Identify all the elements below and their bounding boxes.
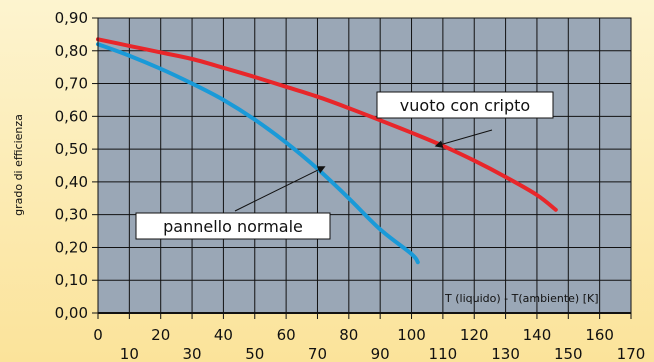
x-tick-label-lower: 10 xyxy=(120,345,139,362)
grid xyxy=(97,17,632,314)
annotation-box xyxy=(135,212,331,240)
y-tick-label: 0,40 xyxy=(55,173,88,191)
annotation-vuoto-con-cripto: vuoto con cripto xyxy=(376,91,554,149)
x-tick-label-upper: 160 xyxy=(585,326,614,344)
series-line-pannello-normale xyxy=(96,42,420,265)
annotation-box xyxy=(376,91,554,119)
y-tick-label: 0,20 xyxy=(55,238,88,256)
x-tick-label-upper: 40 xyxy=(214,326,233,344)
x-tick-label-lower: 90 xyxy=(371,345,390,362)
x-tick-label-upper: 140 xyxy=(523,326,552,344)
axes xyxy=(92,17,632,319)
annotation-arrow xyxy=(234,166,326,212)
plot-area xyxy=(98,18,631,313)
x-tick-label-lower: 70 xyxy=(308,345,327,362)
y-tick-label: 0,90 xyxy=(55,9,88,27)
y-tick-label: 0,70 xyxy=(55,75,88,93)
x-tick-label-upper: 20 xyxy=(151,326,170,344)
x-tick-label-lower: 130 xyxy=(491,345,520,362)
x-tick-label-lower: 30 xyxy=(183,345,202,362)
x-tick-label-upper: 60 xyxy=(277,326,296,344)
x-tick-label-upper: 100 xyxy=(397,326,426,344)
annotation-pannello-normale: pannello normale xyxy=(135,166,331,240)
x-tick-label-lower: 170 xyxy=(617,345,646,362)
y-tick-label: 0,50 xyxy=(55,140,88,158)
y-tick-label: 0,30 xyxy=(55,206,88,224)
series-group xyxy=(96,37,558,265)
series-line-vuoto-con-cripto xyxy=(96,37,558,212)
x-tick-label-upper: 80 xyxy=(339,326,358,344)
x-tick-label-lower: 150 xyxy=(554,345,583,362)
y-tick-label: 0,00 xyxy=(55,304,88,322)
annotation-label: pannello normale xyxy=(163,217,303,236)
annotation-arrow xyxy=(434,129,493,149)
x-tick-label-upper: 120 xyxy=(460,326,489,344)
x-tick-label-lower: 110 xyxy=(429,345,458,362)
y-axis-label: grado di efficienza xyxy=(12,114,25,216)
y-tick-label: 0,60 xyxy=(55,107,88,125)
annotation-label: vuoto con cripto xyxy=(400,96,530,115)
y-tick-label: 0,80 xyxy=(55,42,88,60)
tick-labels: 0,00 0,10 0,20 0,30 0,40 0,50 0,60 0,70 0,80 0,90… xyxy=(55,9,646,362)
x-tick-label-upper: 0 xyxy=(93,326,103,344)
x-tick-label-lower: 50 xyxy=(245,345,264,362)
x-axis-note: T (liquido) - T(ambiente) [K] xyxy=(444,292,599,305)
y-tick-label: 0,10 xyxy=(55,271,88,289)
